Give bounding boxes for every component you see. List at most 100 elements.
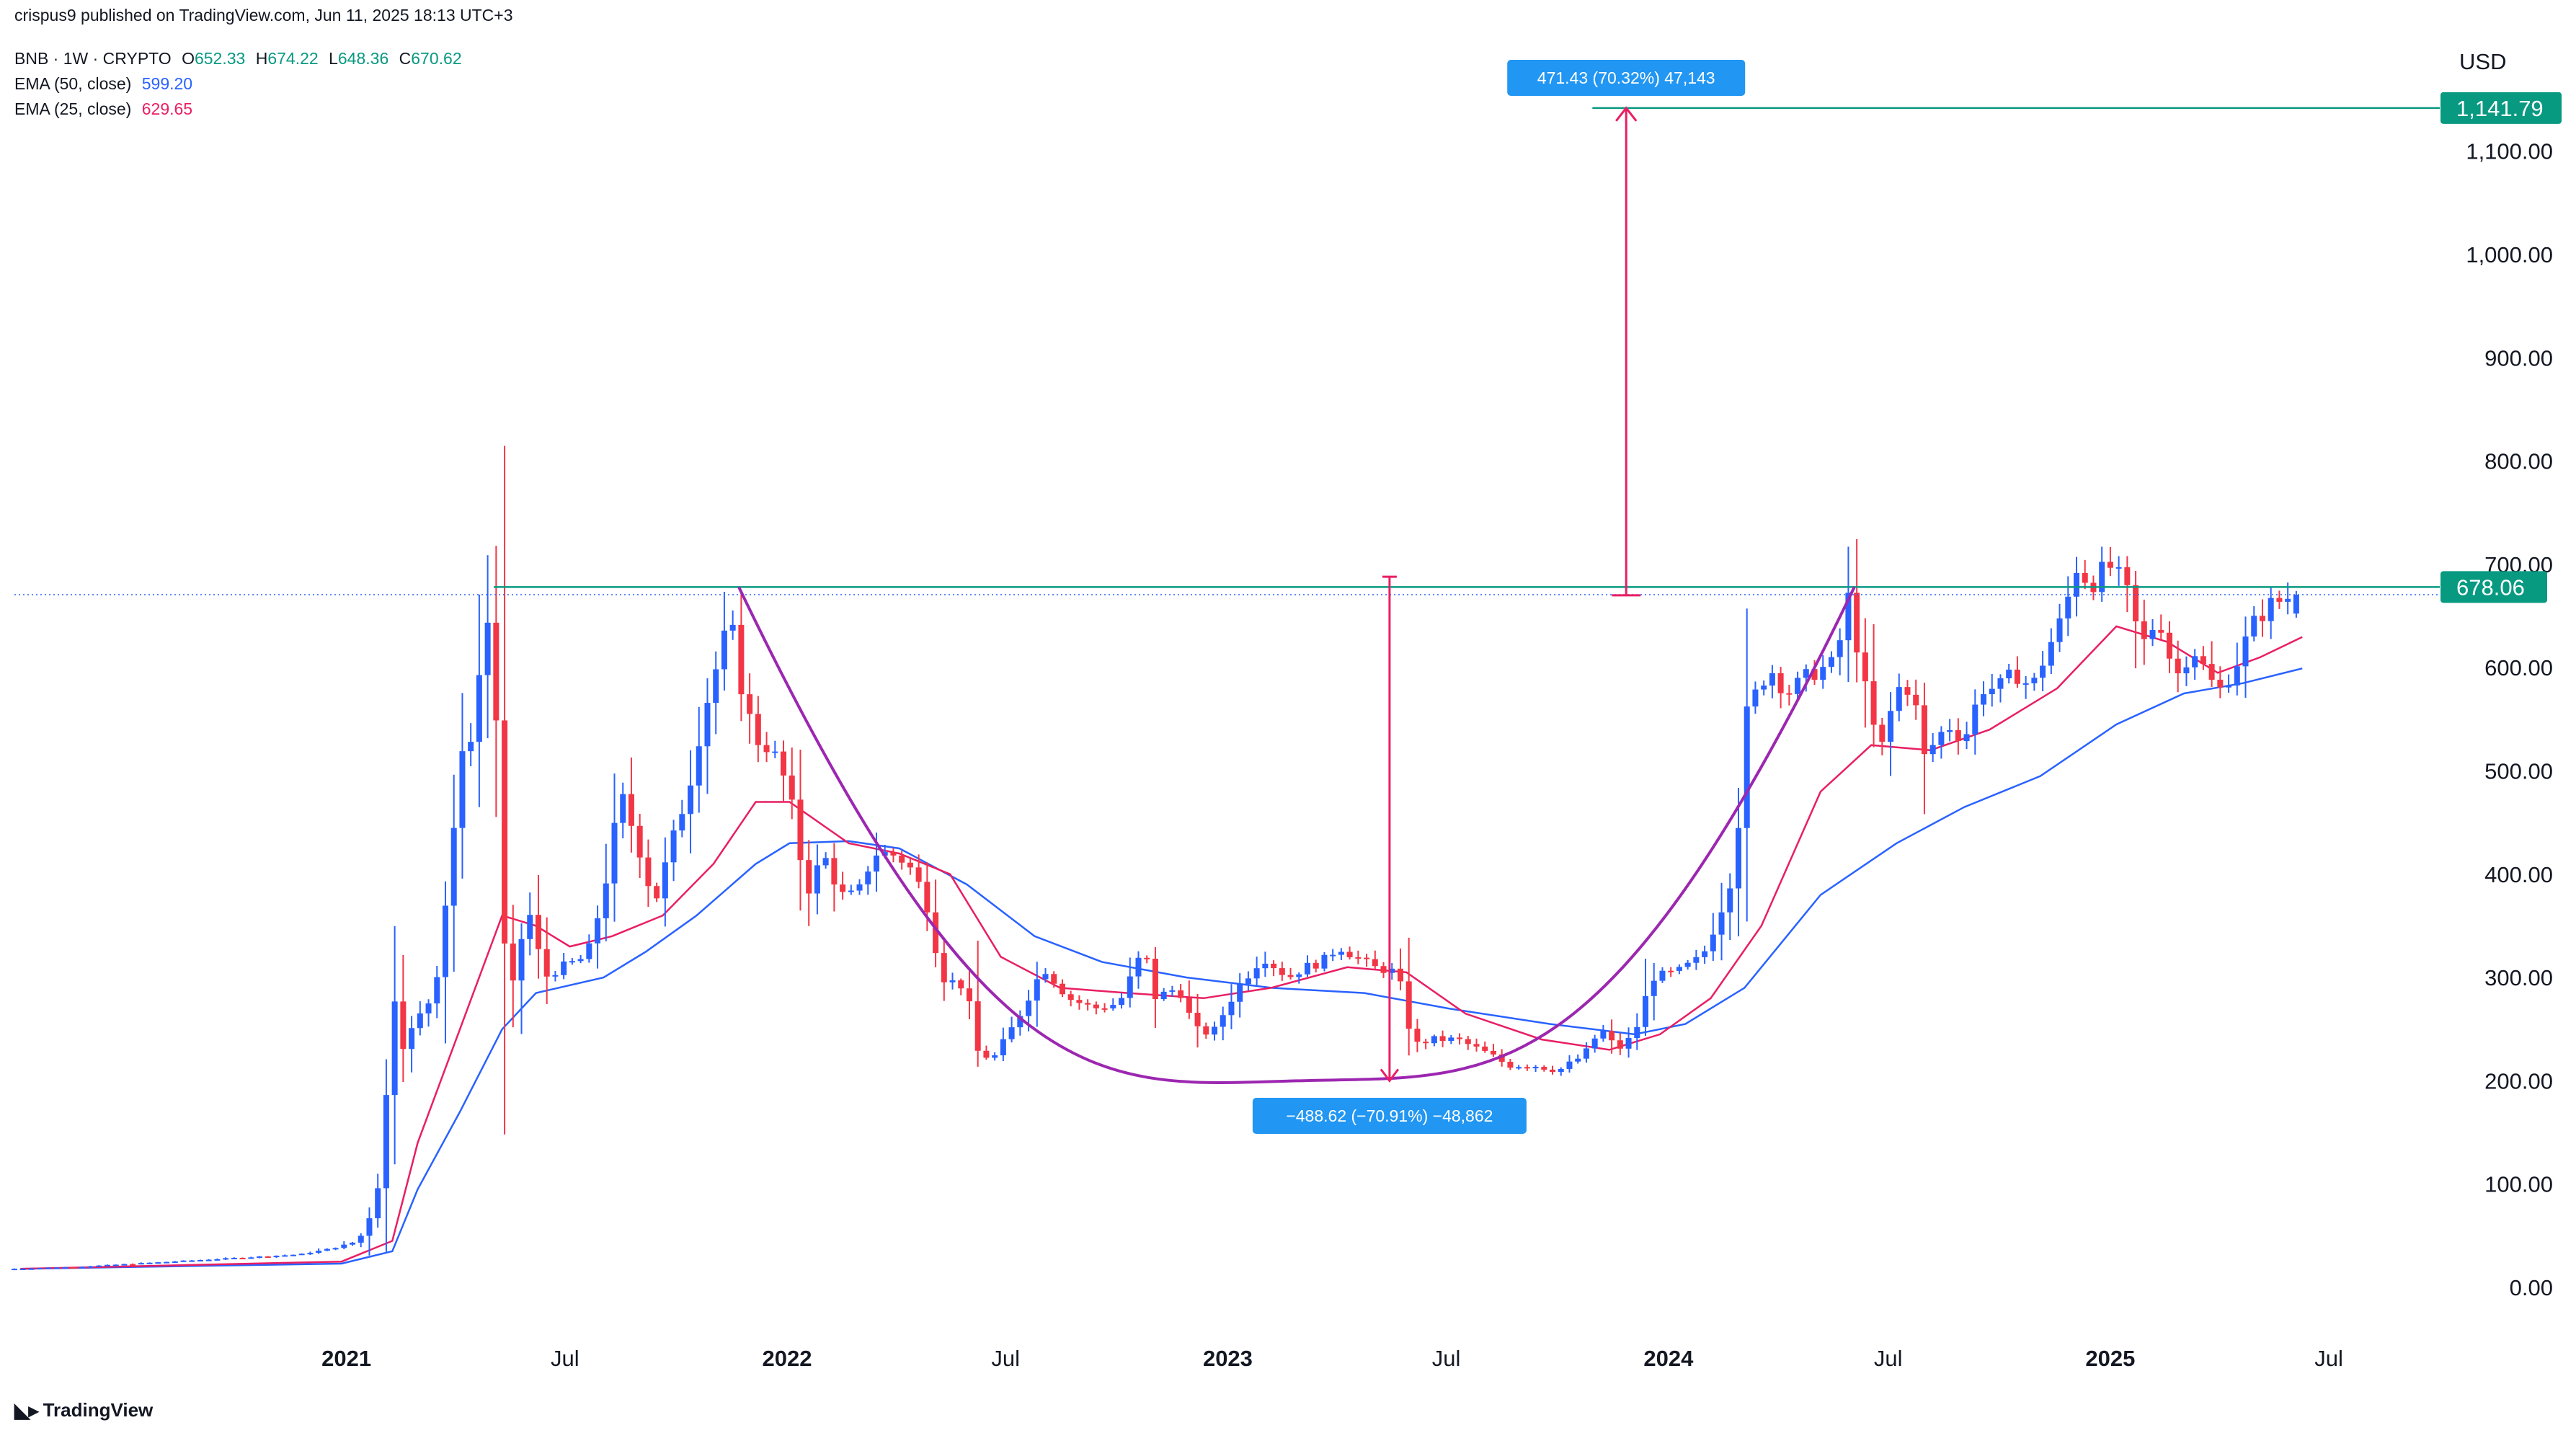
published-header: crispus9 published on TradingView.com, J… (14, 6, 513, 25)
x-tick-label: 2023 (1203, 1346, 1253, 1371)
candle-body (96, 1265, 102, 1267)
candle-body (1693, 957, 1700, 963)
y-tick-label: 200.00 (2484, 1068, 2553, 1093)
candle-body (257, 1256, 263, 1259)
candle-body (1473, 1044, 1480, 1047)
candle-body (704, 703, 711, 747)
candle-body (797, 799, 804, 861)
candle-body (1710, 934, 1716, 951)
ema50-line (20, 667, 2303, 1270)
candle-body (561, 961, 567, 975)
candle-body (1355, 957, 1362, 959)
candle-body (729, 624, 736, 631)
candle-body (2217, 680, 2224, 688)
candle-body (1498, 1054, 1505, 1062)
tradingview-logo: ◣▸ TradingView (14, 1398, 153, 1422)
candle-body (1490, 1050, 1496, 1055)
candle-body (1913, 694, 1919, 706)
tradingview-logo-icon: ◣▸ (14, 1399, 39, 1421)
cup-curve (737, 586, 1856, 1085)
candle-body (1338, 951, 1344, 955)
x-tick-label: 2022 (763, 1346, 812, 1371)
candle-body (1583, 1048, 1589, 1059)
candle-body (223, 1258, 229, 1260)
candle-body (146, 1262, 153, 1264)
candle-body (2251, 616, 2257, 637)
candle-body (924, 882, 931, 913)
candle-body (366, 1218, 373, 1236)
candle-body (332, 1248, 339, 1250)
candle-body (848, 890, 854, 892)
candle-body (1279, 968, 1285, 975)
candles (12, 445, 2299, 1271)
ema50-row[interactable]: EMA (50, close) 599.20 (14, 71, 468, 97)
candle-body (1220, 1015, 1226, 1027)
candle-body (1845, 593, 1852, 641)
candle-body (1972, 704, 1978, 735)
candle-body (1127, 976, 1133, 998)
open-value: 652.33 (194, 49, 246, 68)
candle-body (417, 1013, 423, 1029)
candle-body (375, 1188, 381, 1219)
candle-body (138, 1263, 144, 1265)
candle-body (603, 883, 609, 918)
candle-body (104, 1264, 110, 1266)
candle-body (290, 1254, 296, 1256)
candle-body (1465, 1039, 1471, 1044)
candle-body (1439, 1036, 1446, 1041)
candle-body (1482, 1046, 1488, 1051)
price-tags: 1,141.79 678.06 471.43 (70.32%) 47,143 −… (1252, 60, 2562, 1134)
candle-body (189, 1260, 195, 1262)
candle-body (459, 751, 466, 828)
candle-body (713, 669, 719, 704)
current-price-tag (2440, 571, 2547, 603)
candle-body (53, 1267, 60, 1269)
candle-body (1101, 1008, 1108, 1010)
x-tick-label: Jul (1432, 1346, 1461, 1371)
y-tick-label: 500.00 (2484, 759, 2553, 784)
candle-body (611, 822, 618, 884)
candle-body (1702, 951, 1708, 957)
candle-body (636, 825, 643, 858)
candle-body (1203, 1026, 1209, 1035)
candle-body (400, 1001, 407, 1050)
candle-body (831, 858, 838, 885)
candle-body (87, 1266, 94, 1268)
candle-body (1296, 974, 1302, 977)
target-price-tag (2440, 92, 2562, 124)
candle-body (502, 720, 508, 944)
candle-body (1862, 652, 1868, 682)
candle-body (476, 675, 482, 742)
candle-body (1532, 1067, 1539, 1069)
price-axis[interactable]: USD 0.00 100.00 200.00 300.00 400.00 500.00 60… (2459, 49, 2553, 1300)
candle-body (1879, 724, 1886, 742)
candle-body (510, 943, 516, 981)
ema50-label: EMA (50, close) (14, 74, 132, 93)
candle-body (1668, 970, 1674, 972)
candle-body (231, 1258, 237, 1260)
candle-body (1008, 1027, 1015, 1039)
candle-body (1981, 694, 1987, 705)
y-tick-label: 1,000.00 (2466, 242, 2553, 267)
candle-body (527, 915, 533, 939)
candle-body (121, 1264, 128, 1266)
ema25-row[interactable]: EMA (25, close) 629.65 (14, 97, 468, 122)
candle-body (747, 694, 753, 714)
candle-body (1457, 1037, 1463, 1039)
measure-down-label-box (1252, 1098, 1527, 1134)
candle-body (19, 1268, 26, 1270)
candle-body (654, 886, 660, 899)
candle-body (391, 1001, 398, 1096)
time-axis[interactable]: 2021 Jul 2022 Jul 2023 Jul 2024 Jul 2025 Jul (321, 1346, 2343, 1371)
candle-body (1119, 998, 1125, 1006)
low-label: L (329, 49, 338, 68)
candle-body (2149, 630, 2156, 639)
candle-body (966, 988, 972, 1002)
candle-body (552, 975, 559, 977)
candle-body (1659, 970, 1666, 981)
candle-body (1643, 995, 1649, 1027)
candle-body (518, 939, 525, 981)
candle-body (1676, 967, 1682, 971)
candle-body (696, 746, 702, 786)
